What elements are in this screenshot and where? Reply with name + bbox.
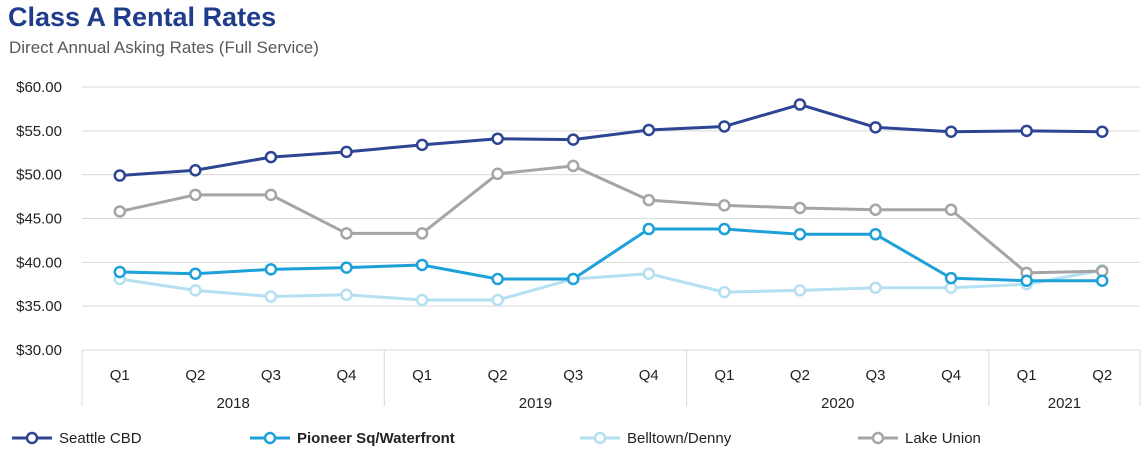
y-axis: $60.00 $55.00 $50.00 $45.00 $40.00 $35.00 $30.…	[16, 79, 62, 359]
data-point	[566, 159, 580, 173]
series-line	[119, 268, 1103, 302]
y-tick-label: $60.00	[16, 79, 62, 96]
data-point	[340, 145, 353, 159]
legend-label: Lake Union	[905, 430, 981, 447]
y-tick-label: $35.00	[16, 298, 62, 315]
year-label: 2019	[519, 395, 552, 412]
data-point	[415, 227, 429, 240]
data-point	[113, 265, 127, 279]
data-point	[642, 123, 656, 137]
data-point	[264, 263, 278, 276]
legend-label: Belltown/Denny	[627, 430, 732, 447]
data-point	[1020, 124, 1033, 138]
data-point	[491, 293, 504, 307]
series-lines	[113, 98, 1109, 307]
x-tick-label: Q3	[563, 367, 583, 384]
chart-title: Class A Rental Rates	[8, 2, 277, 32]
data-point	[566, 272, 580, 286]
data-point	[340, 288, 353, 302]
data-point	[718, 120, 731, 133]
gridlines	[82, 86, 1140, 351]
x-tick-label: Q1	[1017, 367, 1037, 384]
data-point	[642, 267, 656, 280]
data-point	[566, 133, 580, 146]
x-tick-label: Q4	[639, 367, 659, 384]
data-point	[264, 188, 278, 202]
x-tick-label: Q2	[185, 367, 205, 384]
series-line	[119, 227, 1103, 283]
data-point	[264, 290, 278, 303]
x-tick-label: Q3	[865, 367, 885, 384]
x-tick-label: Q2	[790, 367, 810, 384]
data-point	[189, 188, 202, 202]
data-point	[944, 203, 958, 216]
legend-swatch-marker	[25, 431, 39, 445]
data-point	[869, 121, 882, 134]
x-tick-label: Q1	[714, 367, 734, 384]
data-point	[944, 271, 958, 285]
x-tick-label: Q4	[941, 367, 961, 384]
data-point	[340, 261, 353, 274]
data-point	[793, 228, 807, 241]
data-point	[264, 150, 278, 164]
data-point	[415, 258, 429, 272]
data-point	[944, 125, 958, 138]
y-tick-label: $50.00	[16, 167, 62, 184]
x-axis: Q1 Q2 Q3 Q4 Q1 Q2 Q3 Q4 Q1 Q2 Q3 Q4 Q1 Q2 2018 2019 2020…	[81, 350, 1141, 412]
chart-subtitle: Direct Annual Asking Rates (Full Service…	[9, 38, 319, 57]
data-point	[415, 138, 429, 152]
legend: Seattle CBD Pioneer Sq/Waterfront Belltown…	[12, 430, 981, 447]
data-point	[491, 272, 504, 286]
data-point	[189, 284, 202, 297]
data-point	[1095, 274, 1109, 287]
data-point	[718, 199, 731, 212]
data-point	[340, 227, 353, 240]
data-point	[113, 169, 127, 182]
y-tick-label: $55.00	[16, 123, 62, 140]
data-point	[869, 228, 882, 241]
data-point	[113, 205, 127, 218]
legend-label: Seattle CBD	[59, 430, 142, 447]
x-tick-label: Q3	[261, 367, 281, 384]
data-point	[642, 222, 656, 236]
x-tick-label: Q2	[488, 367, 508, 384]
legend-swatch-marker	[263, 431, 277, 445]
data-point	[189, 164, 202, 177]
year-label: 2020	[821, 395, 854, 412]
series-line	[119, 103, 1103, 178]
data-point	[642, 193, 656, 207]
year-label: 2021	[1048, 395, 1081, 412]
data-point	[718, 222, 731, 236]
data-point	[869, 281, 882, 295]
year-label: 2018	[216, 395, 249, 412]
legend-swatch-marker	[871, 431, 885, 445]
data-point	[415, 293, 429, 307]
x-tick-label: Q1	[412, 367, 432, 384]
series-line	[119, 164, 1103, 275]
data-point	[189, 267, 202, 280]
y-tick-label: $45.00	[16, 211, 62, 228]
data-point	[869, 203, 882, 216]
x-tick-label: Q1	[110, 367, 130, 384]
legend-swatch-marker	[593, 431, 607, 445]
data-point	[793, 98, 807, 111]
data-point	[793, 284, 807, 297]
legend-label: Pioneer Sq/Waterfront	[297, 430, 455, 447]
y-tick-label: $40.00	[16, 254, 62, 271]
data-point	[718, 285, 731, 299]
x-tick-label: Q2	[1092, 367, 1112, 384]
y-tick-label: $30.00	[16, 342, 62, 359]
data-point	[491, 132, 504, 145]
x-tick-label: Q4	[336, 367, 356, 384]
data-point	[1020, 274, 1033, 287]
data-point	[793, 201, 807, 215]
data-point	[1095, 125, 1109, 138]
data-point	[491, 167, 504, 181]
